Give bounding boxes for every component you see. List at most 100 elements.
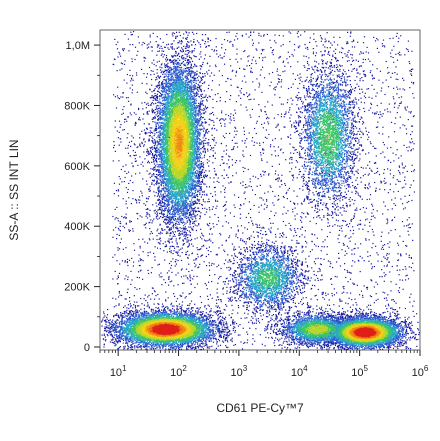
event-point [349, 230, 352, 232]
event-point [162, 188, 164, 190]
event-point [144, 241, 146, 243]
event-point [374, 112, 376, 114]
event-point [240, 252, 242, 255]
event-point [131, 89, 134, 91]
event-point [331, 59, 333, 61]
event-point [343, 311, 345, 313]
event-point [123, 227, 126, 229]
event-point [225, 132, 227, 135]
event-point [229, 132, 231, 134]
event-point [176, 228, 178, 230]
event-point [155, 215, 158, 217]
event-point [149, 153, 151, 155]
event-point [207, 150, 209, 152]
event-point [327, 345, 329, 348]
event-point [149, 34, 151, 36]
event-point [208, 142, 210, 144]
event-point [244, 198, 246, 200]
event-point [277, 146, 280, 148]
event-point [139, 172, 141, 174]
event-point [148, 46, 150, 48]
event-point [369, 295, 371, 297]
event-point [148, 138, 150, 140]
event-point [138, 260, 140, 262]
event-point [349, 80, 351, 82]
event-point [239, 251, 241, 253]
event-point [244, 142, 246, 144]
event-point [382, 213, 384, 215]
event-point [407, 49, 409, 51]
event-point [212, 162, 214, 164]
event-point [389, 189, 391, 191]
event-point [151, 111, 153, 113]
event-point [332, 267, 334, 269]
event-point [215, 142, 217, 144]
event-point [410, 150, 412, 152]
event-point [204, 305, 206, 307]
event-point [204, 152, 206, 154]
event-point [306, 282, 308, 284]
event-point [215, 313, 217, 315]
event-point [405, 128, 407, 130]
event-point [134, 306, 136, 308]
event-point [244, 75, 246, 77]
event-point [356, 69, 358, 71]
event-point [203, 90, 205, 92]
event-point [181, 301, 184, 303]
event-point [404, 319, 406, 321]
event-point [282, 220, 284, 223]
event-point [239, 217, 241, 219]
event-point [242, 267, 244, 269]
event-point [344, 71, 346, 73]
event-point [178, 249, 180, 251]
event-point [263, 35, 265, 37]
event-point [189, 56, 191, 58]
event-point [135, 122, 137, 124]
event-point [205, 240, 207, 242]
event-point [201, 34, 204, 36]
event-point [224, 137, 226, 139]
event-point [369, 225, 371, 227]
event-point [354, 243, 356, 245]
event-point [200, 65, 202, 67]
event-point [263, 49, 265, 51]
event-point [346, 245, 348, 247]
event-point [233, 249, 235, 251]
event-point [117, 97, 119, 99]
event-point [400, 198, 402, 200]
event-point [308, 104, 310, 106]
event-point [300, 216, 302, 218]
event-point [159, 248, 161, 250]
event-point [153, 252, 155, 254]
event-point [355, 87, 357, 89]
event-point [126, 291, 128, 294]
event-point [219, 54, 221, 56]
event-point [322, 61, 324, 63]
event-point [207, 37, 209, 39]
event-point [299, 236, 301, 238]
event-point [224, 210, 226, 212]
event-point [262, 127, 264, 129]
event-point [406, 245, 408, 247]
event-point [203, 112, 205, 114]
event-point [227, 222, 230, 224]
event-point [128, 307, 130, 310]
event-point [317, 205, 320, 207]
event-point [288, 316, 290, 318]
event-point [311, 339, 313, 342]
event-point [295, 311, 297, 313]
event-point [317, 277, 319, 279]
event-point [211, 138, 213, 140]
event-point [411, 125, 414, 127]
event-point [219, 315, 222, 317]
event-point [355, 148, 357, 150]
event-point [404, 207, 406, 209]
event-point [252, 42, 254, 44]
event-point [309, 201, 311, 203]
event-point [228, 334, 230, 336]
event-point [298, 108, 300, 110]
event-point [327, 53, 329, 55]
event-point [267, 321, 269, 323]
event-point [297, 253, 299, 255]
event-point [246, 308, 248, 311]
